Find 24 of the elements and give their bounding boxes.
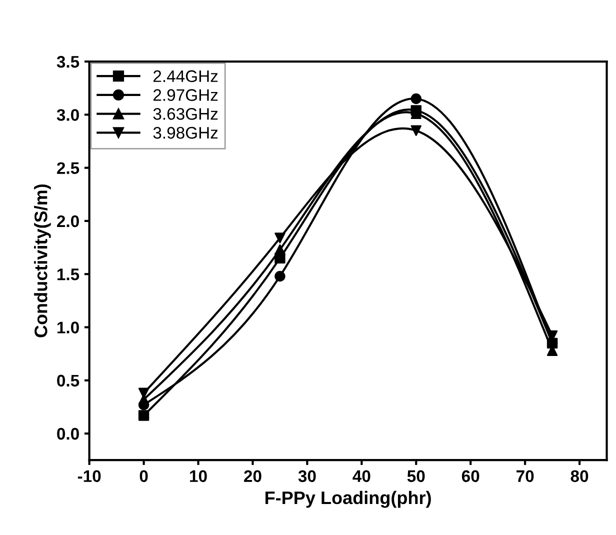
x-tick-label: 60	[462, 470, 480, 482]
y-tick-label: 0.5	[57, 374, 80, 387]
x-tick-label: 40	[352, 470, 370, 482]
legend-label: 3.98GHz	[153, 126, 218, 139]
x-tick-label: 0	[140, 470, 148, 482]
x-tick-label: -10	[78, 470, 101, 482]
y-tick-label: 1.0	[57, 322, 79, 334]
x-tick-label: 20	[244, 470, 262, 482]
legend-label: 2.97GHz	[153, 89, 218, 101]
x-tick-label: 50	[407, 470, 425, 482]
y-tick-label: 2.5	[57, 162, 80, 174]
x-axis-title: F-PPy Loading(phr)	[266, 490, 431, 508]
y-tick-label: 2.0	[57, 215, 79, 228]
y-tick-label: 0.0	[57, 428, 79, 440]
x-tick-label: 70	[516, 470, 534, 482]
legend-label: 3.63GHz	[153, 108, 218, 120]
x-tick-label: 30	[298, 470, 316, 482]
y-tick-label: 3.5	[56, 56, 80, 68]
y-tick-label: 3.0	[56, 109, 79, 121]
legend-label: 2.44GHz	[153, 70, 218, 82]
y-tick-label: 1.5	[57, 268, 80, 280]
x-tick-label: 10	[190, 470, 207, 482]
x-tick-label: 80	[570, 470, 588, 482]
y-axis-title: Conductivity(S/m)	[34, 184, 51, 338]
